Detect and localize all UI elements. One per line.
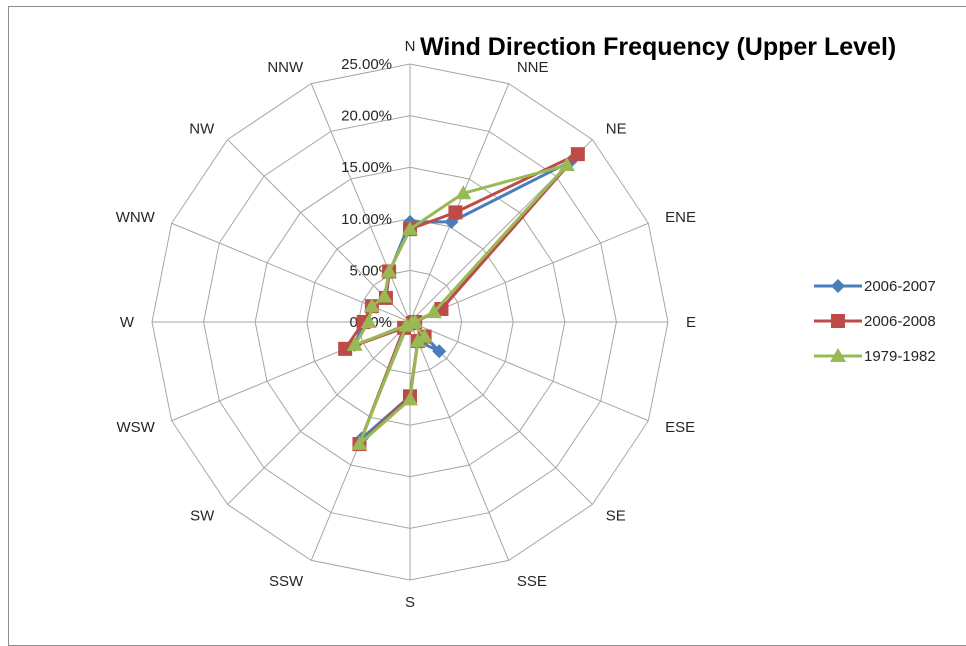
- chart-title: Wind Direction Frequency (Upper Level): [420, 33, 896, 61]
- r-tick-label: 5.00%: [349, 262, 392, 279]
- data-point: [448, 205, 463, 220]
- direction-label: NE: [606, 120, 627, 137]
- direction-label: SE: [606, 508, 626, 525]
- data-series: [338, 147, 585, 452]
- grid-spoke: [409, 321, 649, 422]
- data-point: [363, 298, 380, 313]
- legend-entry: 1979-1982: [814, 348, 936, 365]
- data-point: [402, 391, 418, 406]
- data-point: [376, 288, 393, 303]
- data-point: [351, 436, 368, 451]
- grid-spoke: [409, 83, 510, 323]
- data-point: [432, 344, 447, 359]
- direction-label: W: [120, 314, 135, 331]
- direction-label: N: [405, 38, 416, 55]
- direction-labels: N NNE NE ENE E ESE SE SSE S SSW SW WSW W WNW NW NNW: [116, 38, 696, 611]
- r-tick-label: 25.00%: [341, 56, 392, 73]
- direction-label: SW: [190, 508, 215, 525]
- data-point: [830, 348, 846, 362]
- data-point: [558, 157, 575, 172]
- legend: 2006-2007 2006-2008 1979-1982: [814, 278, 936, 365]
- grid-spoke: [409, 321, 510, 561]
- direction-label: E: [686, 314, 696, 331]
- legend-label: 1979-1982: [864, 348, 936, 365]
- data-point: [346, 336, 363, 351]
- r-tick-label: 10.00%: [341, 211, 392, 228]
- direction-label: NNE: [517, 59, 549, 76]
- direction-label: ESE: [665, 419, 695, 436]
- data-point: [398, 317, 415, 332]
- data-point: [570, 147, 585, 162]
- direction-label: NNW: [267, 59, 304, 76]
- legend-label: 2006-2008: [864, 313, 936, 330]
- data-point: [831, 279, 845, 293]
- legend-entry: 2006-2008: [814, 313, 936, 330]
- direction-label: WSW: [117, 419, 156, 436]
- data-point: [455, 185, 472, 200]
- data-point: [425, 304, 442, 319]
- r-tick-label: 15.00%: [341, 159, 392, 176]
- grid-spoke: [310, 83, 411, 323]
- direction-label: SSW: [269, 573, 304, 590]
- direction-label: SSE: [517, 573, 547, 590]
- radar-grid: [151, 63, 669, 581]
- data-point: [402, 221, 418, 236]
- radar-chart: 0.00%5.00%10.00%15.00%20.00%25.00% NNNEN…: [116, 33, 936, 611]
- chart-frame: [8, 6, 966, 646]
- grid-spoke: [409, 222, 649, 323]
- data-point: [338, 341, 353, 356]
- legend-entry: 2006-2007: [814, 278, 936, 295]
- series-1979-1982: [346, 157, 575, 451]
- data-point: [381, 263, 398, 278]
- grid-spoke: [227, 321, 411, 505]
- direction-label: WNW: [116, 209, 156, 226]
- direction-label: ENE: [665, 209, 696, 226]
- direction-label: S: [405, 594, 415, 611]
- data-point: [831, 314, 845, 328]
- legend-label: 2006-2007: [864, 278, 936, 295]
- r-tick-label: 20.00%: [341, 108, 392, 125]
- direction-label: NW: [189, 120, 215, 137]
- data-point: [409, 333, 426, 348]
- data-point: [360, 314, 377, 328]
